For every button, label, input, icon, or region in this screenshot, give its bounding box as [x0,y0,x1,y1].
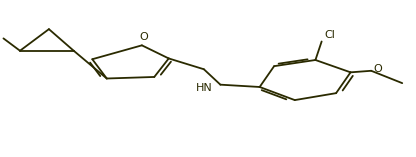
Text: HN: HN [196,83,213,93]
Text: Cl: Cl [324,30,335,40]
Text: O: O [140,32,149,42]
Text: O: O [373,64,382,74]
